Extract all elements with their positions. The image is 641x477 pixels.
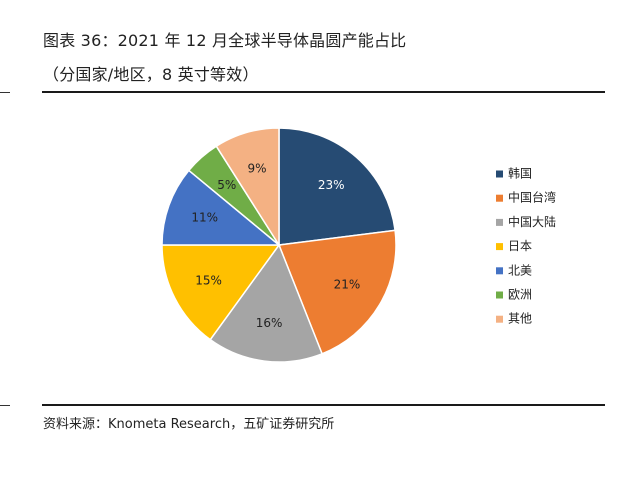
legend-swatch-3	[496, 218, 503, 226]
legend-label-2: 中国台湾	[508, 190, 556, 205]
pie-slice-label-3: 16%	[256, 316, 283, 330]
legend-label-1: 韩国	[508, 166, 532, 181]
left-edge-mark-bottom	[0, 405, 10, 406]
left-edge-mark-top	[0, 92, 10, 93]
pie-slice-label-7: 9%	[247, 162, 266, 176]
pie-slices	[161, 127, 397, 363]
pie-slice-2	[277, 229, 397, 355]
legend-swatch-6	[496, 291, 503, 299]
legend-label-7: 其他	[508, 312, 532, 326]
pie-slice-7	[215, 127, 280, 248]
legend-swatch-7	[496, 315, 503, 323]
legend-label-3: 中国大陆	[508, 214, 556, 229]
legend-label-6: 欧洲	[508, 288, 532, 302]
legend-label-4: 日本	[508, 239, 532, 253]
legend-label-5: 北美	[508, 263, 532, 277]
top-divider	[42, 91, 605, 93]
pie-slice-label-5: 11%	[191, 211, 218, 225]
pie-slice-1	[278, 127, 396, 246]
chart-title: 图表 36：2021 年 12 月全球半导体晶圆产能占比	[43, 31, 407, 50]
bottom-divider	[42, 404, 605, 406]
legend-swatch-4	[496, 243, 503, 251]
pie-slice-label-4: 15%	[195, 273, 222, 287]
legend-swatch-5	[496, 267, 503, 275]
chart-subtitle: （分国家/地区，8 英寸等效）	[43, 65, 259, 84]
pie-slice-5	[161, 169, 282, 246]
pie-slice-3	[209, 243, 324, 363]
pie-slice-label-1: 23%	[318, 178, 345, 192]
pie-slice-label-6: 5%	[217, 178, 236, 192]
legend-swatch-2	[496, 194, 503, 202]
pie-data-labels: 23% 21% 16% 15% 11% 5% 9%	[191, 162, 360, 330]
legend-swatch-1	[496, 170, 503, 178]
pie-slice-4	[161, 244, 281, 341]
pie-slice-label-2: 21%	[334, 278, 361, 292]
source-note: 资料来源：Knometa Research，五矿证券研究所	[43, 417, 335, 432]
